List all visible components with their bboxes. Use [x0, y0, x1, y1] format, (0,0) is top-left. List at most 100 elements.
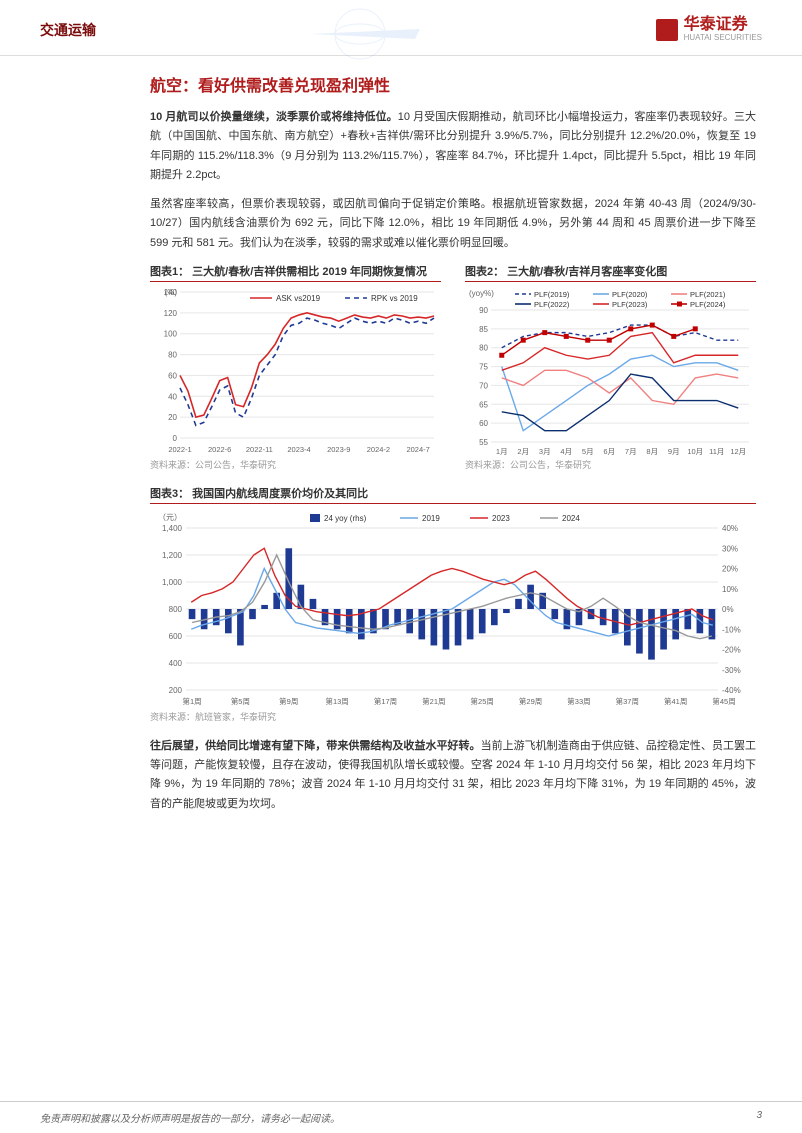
svg-text:1,200: 1,200 — [162, 551, 183, 560]
svg-text:-20%: -20% — [722, 645, 741, 654]
svg-text:20: 20 — [168, 413, 177, 422]
svg-text:7月: 7月 — [625, 447, 637, 456]
svg-text:2022-1: 2022-1 — [168, 445, 191, 454]
paragraph-2: 虽然客座率较高，但票价表现较弱，或因航司偏向于促销定价策略。根据航班管家数据，2… — [150, 195, 756, 253]
svg-text:75: 75 — [479, 362, 488, 371]
footer-disclaimer: 免责声明和披露以及分析师声明是报告的一部分，请务必一起阅读。 — [40, 1110, 340, 1125]
svg-text:24 yoy (rhs): 24 yoy (rhs) — [324, 514, 367, 523]
logo-mark-icon — [656, 19, 678, 41]
svg-text:2022-11: 2022-11 — [246, 445, 273, 454]
paragraph-1: 10 月航司以价换量继续，淡季票价或将维持低位。10 月受国庆假期推动，航司环比… — [150, 108, 756, 185]
svg-text:PLF(2019): PLF(2019) — [534, 290, 570, 299]
svg-text:第1周: 第1周 — [182, 696, 201, 706]
svg-text:400: 400 — [169, 659, 183, 668]
svg-text:10月: 10月 — [687, 447, 703, 456]
svg-text:第17周: 第17周 — [374, 696, 397, 706]
page-footer: 免责声明和披露以及分析师声明是报告的一部分，请务必一起阅读。 3 — [0, 1101, 802, 1133]
svg-text:60: 60 — [479, 419, 488, 428]
chart3-svg: 2004006008001,0001,2001,400-40%-30%-20%-… — [150, 508, 754, 708]
svg-text:100: 100 — [164, 329, 178, 338]
section-title: 航空：看好供需改善兑现盈利弹性 — [150, 72, 756, 96]
svg-text:9月: 9月 — [668, 447, 680, 456]
svg-text:第45周: 第45周 — [712, 696, 735, 706]
svg-text:90: 90 — [479, 306, 488, 315]
charts-row-top: 图表1： 三大航/春秋/吉祥供需相比 2019 年同期恢复情况 02040608… — [150, 263, 756, 471]
svg-text:2024-7: 2024-7 — [406, 445, 429, 454]
svg-text:1月: 1月 — [496, 447, 508, 456]
svg-text:-30%: -30% — [722, 666, 741, 675]
svg-text:2024: 2024 — [562, 514, 580, 523]
svg-text:200: 200 — [169, 686, 183, 695]
svg-text:120: 120 — [164, 309, 178, 318]
page-header: 交通运输 华泰证券 HUATAI SECURITIES — [0, 0, 802, 56]
chart2-svg: 5560657075808590(yoy%)1月2月3月4月5月6月7月8月9月… — [465, 286, 755, 456]
svg-text:55: 55 — [479, 438, 488, 447]
svg-text:20%: 20% — [722, 564, 738, 573]
svg-text:11月: 11月 — [709, 447, 724, 456]
svg-text:2023-4: 2023-4 — [287, 445, 310, 454]
svg-text:-10%: -10% — [722, 625, 741, 634]
svg-text:12月: 12月 — [730, 447, 746, 456]
chart3-title: 图表3： 我国国内航线周度票价均价及其同比 — [150, 485, 756, 504]
svg-text:3月: 3月 — [539, 447, 551, 456]
svg-text:RPK vs 2019: RPK vs 2019 — [371, 294, 418, 303]
svg-text:1,000: 1,000 — [162, 578, 183, 587]
svg-text:第29周: 第29周 — [519, 696, 542, 706]
svg-text:第9周: 第9周 — [279, 696, 298, 706]
brand-name-en: HUATAI SECURITIES — [684, 33, 762, 42]
svg-text:PLF(2021): PLF(2021) — [690, 290, 726, 299]
p3-lead: 往后展望，供给同比增速有望下降，带来供需结构及收益水平好转。 — [150, 740, 481, 752]
chart1-source: 资料来源：公司公告，华泰研究 — [150, 458, 441, 471]
footer-pagenum: 3 — [756, 1110, 762, 1125]
svg-text:-40%: -40% — [722, 686, 741, 695]
svg-text:PLF(2020): PLF(2020) — [612, 290, 648, 299]
svg-text:2月: 2月 — [517, 447, 529, 456]
svg-text:65: 65 — [479, 400, 488, 409]
content-area: 航空：看好供需改善兑现盈利弹性 10 月航司以价换量继续，淡季票价或将维持低位。… — [0, 56, 802, 814]
paragraph-3: 往后展望，供给同比增速有望下降，带来供需结构及收益水平好转。当前上游飞机制造商由… — [150, 737, 756, 814]
svg-text:(%): (%) — [165, 288, 178, 297]
svg-text:80: 80 — [479, 343, 488, 352]
svg-text:1,400: 1,400 — [162, 524, 183, 533]
svg-text:40: 40 — [168, 392, 177, 401]
svg-text:70: 70 — [479, 381, 488, 390]
p1-lead: 10 月航司以价换量继续，淡季票价或将维持低位。 — [150, 111, 398, 123]
svg-text:4月: 4月 — [560, 447, 572, 456]
svg-text:800: 800 — [169, 605, 183, 614]
svg-text:0%: 0% — [722, 605, 734, 614]
chart3-block: 图表3： 我国国内航线周度票价均价及其同比 2004006008001,0001… — [150, 485, 756, 723]
chart3-source: 资料来源：航班管家，华泰研究 — [150, 710, 756, 723]
chart2-block: 图表2： 三大航/春秋/吉祥月客座率变化图 5560657075808590(y… — [465, 263, 756, 471]
svg-text:第41周: 第41周 — [664, 696, 687, 706]
svg-text:第21周: 第21周 — [422, 696, 445, 706]
chart2-source: 资料来源：公司公告，华泰研究 — [465, 458, 756, 471]
brand-logo: 华泰证券 HUATAI SECURITIES — [656, 17, 762, 42]
svg-text:第13周: 第13周 — [325, 696, 348, 706]
svg-text:第5周: 第5周 — [231, 696, 250, 706]
header-deco-icon — [260, 4, 460, 64]
svg-text:ASK vs2019: ASK vs2019 — [276, 294, 321, 303]
svg-text:40%: 40% — [722, 524, 738, 533]
svg-text:6月: 6月 — [603, 447, 615, 456]
svg-text:60: 60 — [168, 371, 177, 380]
svg-text:2022-6: 2022-6 — [208, 445, 231, 454]
svg-text:2023-9: 2023-9 — [327, 445, 350, 454]
svg-text:5月: 5月 — [582, 447, 594, 456]
svg-text:2019: 2019 — [422, 514, 440, 523]
svg-text:0: 0 — [173, 434, 178, 443]
brand-name: 华泰证券 — [684, 17, 762, 33]
svg-text:PLF(2024): PLF(2024) — [690, 300, 726, 309]
svg-text:10%: 10% — [722, 585, 738, 594]
chart2-title: 图表2： 三大航/春秋/吉祥月客座率变化图 — [465, 263, 756, 282]
svg-text:PLF(2022): PLF(2022) — [534, 300, 570, 309]
svg-text:第33周: 第33周 — [567, 696, 590, 706]
svg-text:（元）: （元） — [158, 513, 182, 522]
chart1-svg: 020406080100120140(%)2022-12022-62022-11… — [150, 286, 440, 456]
svg-text:第25周: 第25周 — [471, 696, 494, 706]
svg-text:第37周: 第37周 — [616, 696, 639, 706]
svg-text:2024-2: 2024-2 — [367, 445, 390, 454]
svg-text:(yoy%): (yoy%) — [469, 289, 494, 298]
svg-text:30%: 30% — [722, 544, 738, 553]
svg-text:8月: 8月 — [646, 447, 658, 456]
svg-text:2023: 2023 — [492, 514, 510, 523]
